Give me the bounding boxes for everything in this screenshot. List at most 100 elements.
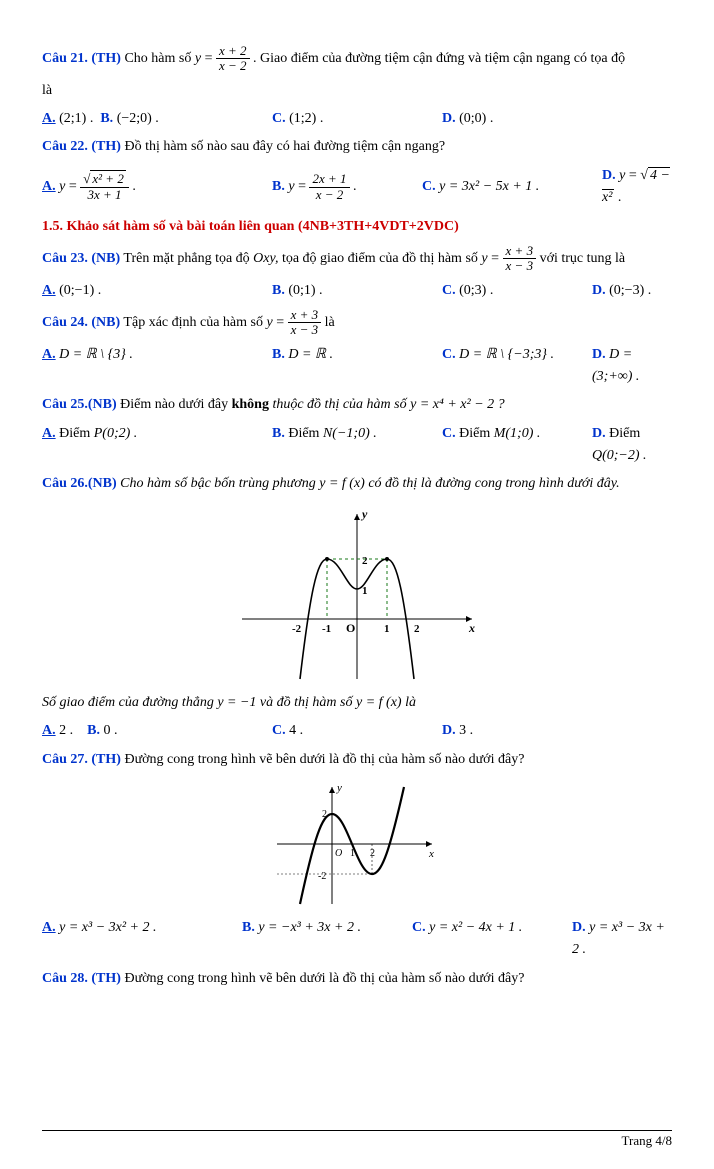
option-d-label[interactable]: D. bbox=[442, 111, 456, 126]
q23-fraction: x + 3 x − 3 bbox=[503, 244, 537, 274]
svg-text:y: y bbox=[360, 507, 368, 521]
q24-a: D = ℝ \ {3} . bbox=[59, 347, 133, 362]
option-b-label[interactable]: B. bbox=[242, 920, 255, 935]
option-a-label[interactable]: A. bbox=[42, 723, 56, 738]
option-c-label[interactable]: C. bbox=[272, 723, 286, 738]
option-a-label[interactable]: A. bbox=[42, 347, 56, 362]
q27-head: Câu 27. (TH) bbox=[42, 752, 121, 767]
svg-text:O: O bbox=[335, 848, 342, 859]
q25-cl: Điểm bbox=[459, 426, 494, 441]
question-28: Câu 28. (TH) Đường cong trong hình vẽ bê… bbox=[42, 968, 672, 990]
q26-a: 2 . bbox=[59, 723, 73, 738]
q23-t3: với trục tung là bbox=[540, 251, 626, 266]
question-24: Câu 24. (NB) Tập xác định của hàm số y =… bbox=[42, 308, 672, 338]
question-27: Câu 27. (TH) Đường cong trong hình vẽ bê… bbox=[42, 749, 672, 771]
q27-text: Đường cong trong hình vẽ bên dưới là đồ … bbox=[124, 752, 524, 767]
q22-head: Câu 22. (TH) bbox=[42, 139, 121, 154]
svg-text:x: x bbox=[468, 621, 475, 635]
q25-bl: Điểm bbox=[288, 426, 323, 441]
q23-d: (0;−3) . bbox=[609, 283, 651, 298]
question-25: Câu 25.(NB) Điểm nào dưới đây không thuộ… bbox=[42, 394, 672, 416]
option-c-label[interactable]: C. bbox=[272, 111, 286, 126]
option-a-label[interactable]: A. bbox=[42, 111, 56, 126]
option-c-label[interactable]: C. bbox=[422, 179, 436, 194]
q25-c: M(1;0) . bbox=[494, 426, 541, 441]
option-c-label[interactable]: C. bbox=[412, 920, 426, 935]
q21-a: (2;1) . bbox=[59, 111, 93, 126]
option-b-label[interactable]: B. bbox=[272, 426, 285, 441]
svg-text:-2: -2 bbox=[292, 623, 302, 635]
option-d-label[interactable]: D. bbox=[442, 723, 456, 738]
q25-al: Điểm bbox=[59, 426, 94, 441]
q23-head: Câu 23. (NB) bbox=[42, 251, 120, 266]
option-c-label[interactable]: C. bbox=[442, 347, 456, 362]
q23-oxy: Oxy, bbox=[253, 251, 278, 266]
q26-after: Số giao điểm của đường thẳng y = −1 và đ… bbox=[42, 692, 672, 714]
q27-options: A. y = x³ − 3x² + 2 . B. y = −x³ + 3x + … bbox=[42, 917, 672, 962]
q22-c: y = 3x² − 5x + 1 . bbox=[439, 179, 539, 194]
q25-text2: thuộc đồ thị của hàm số y = x⁴ + x² − 2 … bbox=[269, 397, 505, 412]
q25-head: Câu 25.(NB) bbox=[42, 397, 117, 412]
svg-text:2: 2 bbox=[362, 555, 368, 567]
q24-text: Tập xác định của hàm số bbox=[123, 315, 266, 330]
q21-text1: Cho hàm số bbox=[124, 51, 194, 66]
q22-b-frac: 2x + 1 x − 2 bbox=[309, 172, 349, 202]
q27-d: y = x³ − 3x + 2 . bbox=[572, 920, 665, 957]
q26-head: Câu 26.(NB) bbox=[42, 476, 117, 491]
option-a-label[interactable]: A. bbox=[42, 283, 56, 298]
svg-text:1: 1 bbox=[384, 623, 390, 635]
q21-c: (1;2) . bbox=[289, 111, 323, 126]
q22-options: A. y = √x² + 2 3x + 1 . B. y = 2x + 1 x … bbox=[42, 165, 672, 210]
q23-t2: tọa độ giao điểm của đồ thị hàm số bbox=[282, 251, 481, 266]
q25-text: Điểm nào dưới đây bbox=[120, 397, 231, 412]
q24-fraction: x + 3 x − 3 bbox=[288, 308, 322, 338]
q24-la: là bbox=[325, 315, 335, 330]
q21-head: Câu 21. (TH) bbox=[42, 51, 121, 66]
option-b-label[interactable]: B. bbox=[87, 723, 100, 738]
q25-a: P(0;2) . bbox=[94, 426, 138, 441]
svg-text:x: x bbox=[428, 848, 434, 860]
q21-b: (−2;0) . bbox=[117, 111, 159, 126]
option-a-label[interactable]: A. bbox=[42, 920, 56, 935]
q22-text: Đồ thị hàm số nào sau đây có hai đường t… bbox=[124, 139, 445, 154]
q26-b: 0 . bbox=[103, 723, 117, 738]
option-b-label[interactable]: B. bbox=[272, 283, 285, 298]
option-b-label[interactable]: B. bbox=[272, 347, 285, 362]
section-label: 1.5. Khảo sát hàm số và bài toán liên qu… bbox=[42, 219, 459, 234]
q27-c: y = x² − 4x + 1 . bbox=[429, 920, 522, 935]
svg-text:-1: -1 bbox=[322, 623, 331, 635]
q23-c: (0;3) . bbox=[459, 283, 493, 298]
q26-options: A. 2 . B. 0 . C. 4 . D. 3 . bbox=[42, 720, 672, 742]
page-footer: Trang 4/8 bbox=[42, 1130, 672, 1149]
option-d-label[interactable]: D. bbox=[592, 283, 606, 298]
option-d-label[interactable]: D. bbox=[592, 426, 606, 441]
q21-options: A. (2;1) . B. (−2;0) . C. (1;2) . D. (0;… bbox=[42, 108, 672, 130]
question-23: Câu 23. (NB) Trên mặt phẳng tọa độ Oxy, … bbox=[42, 244, 672, 274]
option-b-label[interactable]: B. bbox=[100, 111, 113, 126]
question-26: Câu 26.(NB) Cho hàm số bậc bốn trùng phư… bbox=[42, 473, 672, 495]
option-d-label[interactable]: D. bbox=[592, 347, 606, 362]
section-1-5: 1.5. Khảo sát hàm số và bài toán liên qu… bbox=[42, 216, 672, 238]
option-c-label[interactable]: C. bbox=[442, 283, 456, 298]
q26-graph: x y O -2 -1 1 2 1 2 bbox=[232, 504, 482, 684]
q21-line2: là bbox=[42, 80, 672, 102]
option-d-label[interactable]: D. bbox=[602, 168, 616, 183]
option-a-label[interactable]: A. bbox=[42, 426, 56, 441]
q26-d: 3 . bbox=[459, 723, 473, 738]
q22-a-frac: √x² + 2 3x + 1 bbox=[80, 172, 129, 202]
option-b-label[interactable]: B. bbox=[272, 179, 285, 194]
svg-text:y: y bbox=[336, 782, 342, 794]
q21-text2: . Giao điểm của đường tiệm cận đứng và t… bbox=[253, 51, 625, 66]
q25-dl: Điểm bbox=[609, 426, 640, 441]
q24-head: Câu 24. (NB) bbox=[42, 315, 120, 330]
option-a-label[interactable]: A. bbox=[42, 179, 56, 194]
q23-a: (0;−1) . bbox=[59, 283, 101, 298]
question-22: Câu 22. (TH) Đồ thị hàm số nào sau đây c… bbox=[42, 136, 672, 158]
question-21: Câu 21. (TH) Cho hàm số y = x + 2 x − 2 … bbox=[42, 44, 672, 74]
option-c-label[interactable]: C. bbox=[442, 426, 456, 441]
q24-b: D = ℝ . bbox=[288, 347, 333, 362]
option-d-label[interactable]: D. bbox=[572, 920, 586, 935]
q21-fraction: x + 2 x − 2 bbox=[216, 44, 250, 74]
svg-text:-2: -2 bbox=[318, 871, 326, 882]
q26-c: 4 . bbox=[289, 723, 303, 738]
